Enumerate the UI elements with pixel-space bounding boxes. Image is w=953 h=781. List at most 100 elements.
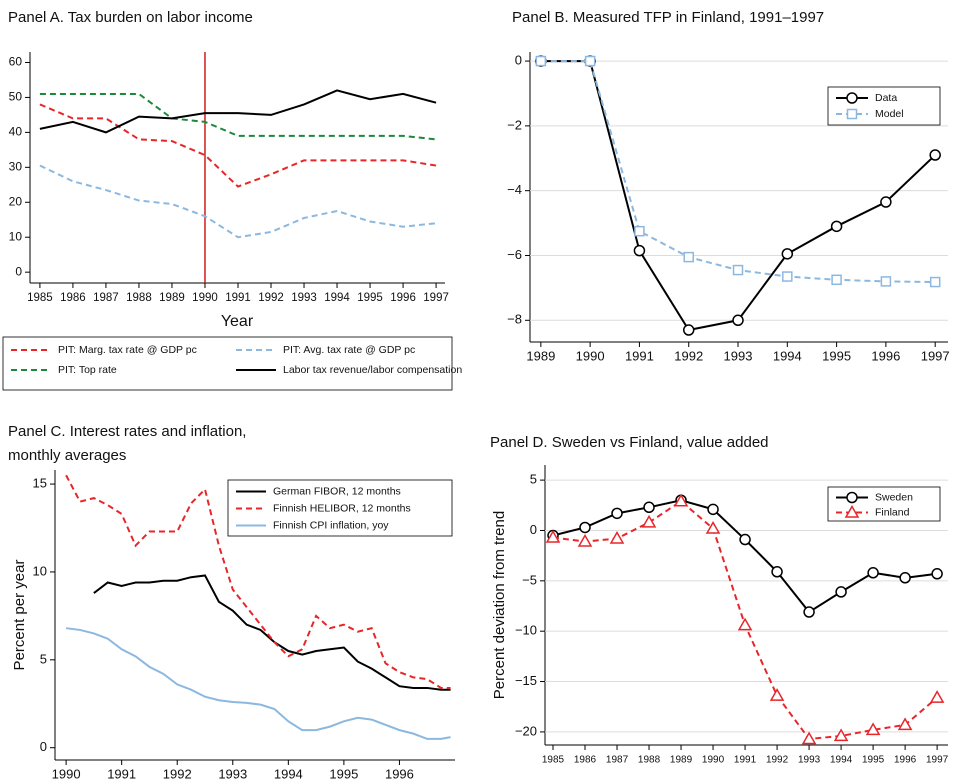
marker xyxy=(633,244,646,257)
x-tick-label: 1990 xyxy=(192,292,218,304)
marker xyxy=(545,530,561,543)
marker xyxy=(634,225,645,237)
series-line xyxy=(39,164,437,239)
legend-box xyxy=(2,336,453,391)
marker xyxy=(782,271,793,282)
x-tick-label: 1992 xyxy=(766,755,789,766)
x-tick-label: 1988 xyxy=(126,292,152,304)
x-tick-label: 1994 xyxy=(274,766,303,781)
y-tick-label: −15 xyxy=(515,673,537,688)
x-tick-label: 1990 xyxy=(702,755,725,766)
marker xyxy=(705,520,721,534)
x-tick-label: 1992 xyxy=(674,348,703,363)
marker xyxy=(707,503,719,516)
marker xyxy=(584,55,596,67)
marker xyxy=(609,531,625,544)
legend-label: Sweden xyxy=(875,491,913,503)
marker xyxy=(931,568,943,580)
y-tick-label: −10 xyxy=(515,623,537,638)
x-tick-label: 1994 xyxy=(830,755,853,766)
marker xyxy=(865,722,881,736)
chart-title: Panel D. Sweden vs Finland, value added xyxy=(490,434,769,451)
legend-label: Labor tax revenue/labor compensation xyxy=(283,364,462,376)
legend-box xyxy=(827,86,941,126)
x-tick-label: 1996 xyxy=(894,755,917,766)
marker xyxy=(781,248,794,260)
marker xyxy=(899,572,911,584)
marker xyxy=(577,534,593,547)
marker xyxy=(643,501,655,514)
legend-label: PIT: Marg. tax rate @ GDP pc xyxy=(58,344,197,356)
y-tick-label: 0 xyxy=(40,739,47,754)
x-tick-label: 1997 xyxy=(926,755,949,766)
chart-title: Panel A. Tax burden on labor income xyxy=(8,9,253,26)
chart-title: monthly averages xyxy=(8,447,126,464)
marker xyxy=(641,514,657,528)
marker xyxy=(833,728,849,742)
x-tick-label: 1987 xyxy=(93,292,119,304)
series-line xyxy=(93,574,451,691)
marker xyxy=(579,521,591,534)
marker xyxy=(844,504,860,518)
y-tick-label: 60 xyxy=(9,55,23,69)
marker xyxy=(771,566,783,578)
x-axis-label: Year xyxy=(221,313,254,330)
x-tick-label: 1985 xyxy=(27,292,53,304)
x-tick-label: 1994 xyxy=(324,292,350,304)
y-tick-label: −4 xyxy=(507,182,522,197)
x-tick-label: 1989 xyxy=(526,348,555,363)
x-tick-label: 1987 xyxy=(606,755,629,766)
x-tick-label: 1996 xyxy=(871,348,900,363)
marker xyxy=(830,220,843,233)
y-tick-label: 5 xyxy=(40,651,47,666)
y-tick-label: 30 xyxy=(9,159,23,173)
x-tick-label: 1990 xyxy=(52,766,81,781)
series-line xyxy=(39,92,437,141)
y-tick-label: 40 xyxy=(9,125,23,139)
marker xyxy=(739,533,751,546)
marker xyxy=(673,493,689,507)
series-line xyxy=(39,103,437,188)
legend-label: Model xyxy=(875,108,904,120)
x-tick-label: 1985 xyxy=(542,755,565,766)
y-tick-label: −2 xyxy=(507,117,522,132)
x-tick-label: 1992 xyxy=(258,292,284,304)
y-tick-label: 15 xyxy=(33,475,47,490)
x-tick-label: 1993 xyxy=(218,766,247,781)
x-tick-label: 1997 xyxy=(921,348,950,363)
y-tick-label: 10 xyxy=(33,563,47,578)
y-tick-label: 5 xyxy=(530,472,537,487)
x-tick-label: 1993 xyxy=(798,755,821,766)
marker xyxy=(880,276,892,287)
x-tick-label: 1995 xyxy=(329,766,358,781)
marker xyxy=(611,507,623,520)
y-tick-label: 0 xyxy=(15,264,22,278)
legend-label: Finnish CPI inflation, yoy xyxy=(273,519,389,531)
x-tick-label: 1990 xyxy=(576,348,605,363)
y-tick-label: −20 xyxy=(515,723,537,738)
y-tick-label: 50 xyxy=(9,90,23,104)
legend-box xyxy=(227,479,453,537)
marker xyxy=(835,586,847,598)
legend-label: German FIBOR, 12 months xyxy=(273,485,401,497)
x-tick-label: 1996 xyxy=(390,292,416,304)
x-tick-label: 1993 xyxy=(724,348,753,363)
marker xyxy=(737,617,753,631)
y-tick-label: −8 xyxy=(507,312,522,327)
y-tick-label: 10 xyxy=(9,229,23,243)
x-tick-label: 1993 xyxy=(291,292,317,304)
marker xyxy=(683,251,694,263)
x-tick-label: 1991 xyxy=(734,755,757,766)
x-tick-label: 1988 xyxy=(638,755,661,766)
marker xyxy=(769,688,785,701)
y-axis-label: Percent per year xyxy=(11,560,28,671)
series-line xyxy=(65,627,451,740)
x-tick-label: 1994 xyxy=(773,348,802,363)
x-tick-label: 1986 xyxy=(60,292,86,304)
marker xyxy=(535,55,547,67)
marker xyxy=(846,491,858,504)
marker xyxy=(897,717,913,731)
marker xyxy=(732,264,744,276)
marker xyxy=(846,92,858,104)
